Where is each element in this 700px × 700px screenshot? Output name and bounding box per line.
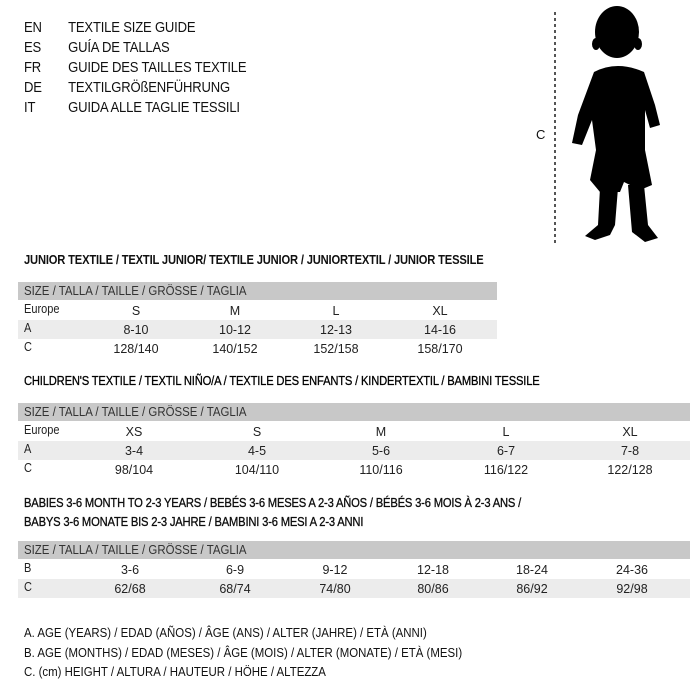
legend-age-years: A. AGE (YEARS) / EDAD (AÑOS) / ÂGE (ANS)… <box>24 625 427 640</box>
table-row: B 3-6 6-9 9-12 12-18 18-24 24-36 <box>24 561 648 577</box>
height-measure-label: C <box>536 127 546 142</box>
table-row: C 98/104 104/110 110/116 116/122 122/128 <box>24 461 653 477</box>
junior-heading: JUNIOR TEXTILE / TEXTIL JUNIOR/ TEXTILE … <box>24 252 484 267</box>
table-row: Europe S M L XL <box>24 302 448 318</box>
table-row: Europe XS S M L XL <box>24 423 638 439</box>
babies-heading-line-1: BABIES 3-6 MONTH TO 2-3 YEARS / BEBÉS 3-… <box>24 495 522 510</box>
title-en: EN TEXTILE SIZE GUIDE <box>24 20 196 36</box>
size-header-bar: SIZE / TALLA / TAILLE / GRÖSSE / TAGLIA <box>18 282 497 300</box>
legend-height: C. (cm) HEIGHT / ALTURA / HAUTEUR / HÖHE… <box>24 664 326 679</box>
children-heading: CHILDREN'S TEXTILE / TEXTIL NIÑO/A / TEX… <box>24 373 540 388</box>
title-es: ES GUÍA DE TALLAS <box>24 40 170 56</box>
size-header-bar: SIZE / TALLA / TAILLE / GRÖSSE / TAGLIA <box>18 403 690 421</box>
legend-age-months: B. AGE (MONTHS) / EDAD (MESES) / ÂGE (MO… <box>24 645 463 660</box>
table-row: C 62/68 68/74 74/80 80/86 86/92 92/98 <box>18 579 690 598</box>
babies-heading-line-2: BABYS 3-6 MONATE BIS 2-3 JAHRE / BAMBINI… <box>24 514 364 529</box>
child-silhouette-icon <box>554 6 660 243</box>
title-it: IT GUIDA ALLE TAGLIE TESSILI <box>24 100 240 116</box>
title-de: DE TEXTILGRÖßENFÜHRUNG <box>24 80 230 96</box>
size-header-bar: SIZE / TALLA / TAILLE / GRÖSSE / TAGLIA <box>18 541 690 559</box>
table-row: A 3-4 4-5 5-6 6-7 7-8 <box>18 441 690 460</box>
title-fr: FR GUIDE DES TAILLES TEXTILE <box>24 60 247 76</box>
table-row: C 128/140 140/152 152/158 158/170 <box>24 340 463 356</box>
table-row: A 8-10 10-12 12-13 14-16 <box>18 320 497 339</box>
